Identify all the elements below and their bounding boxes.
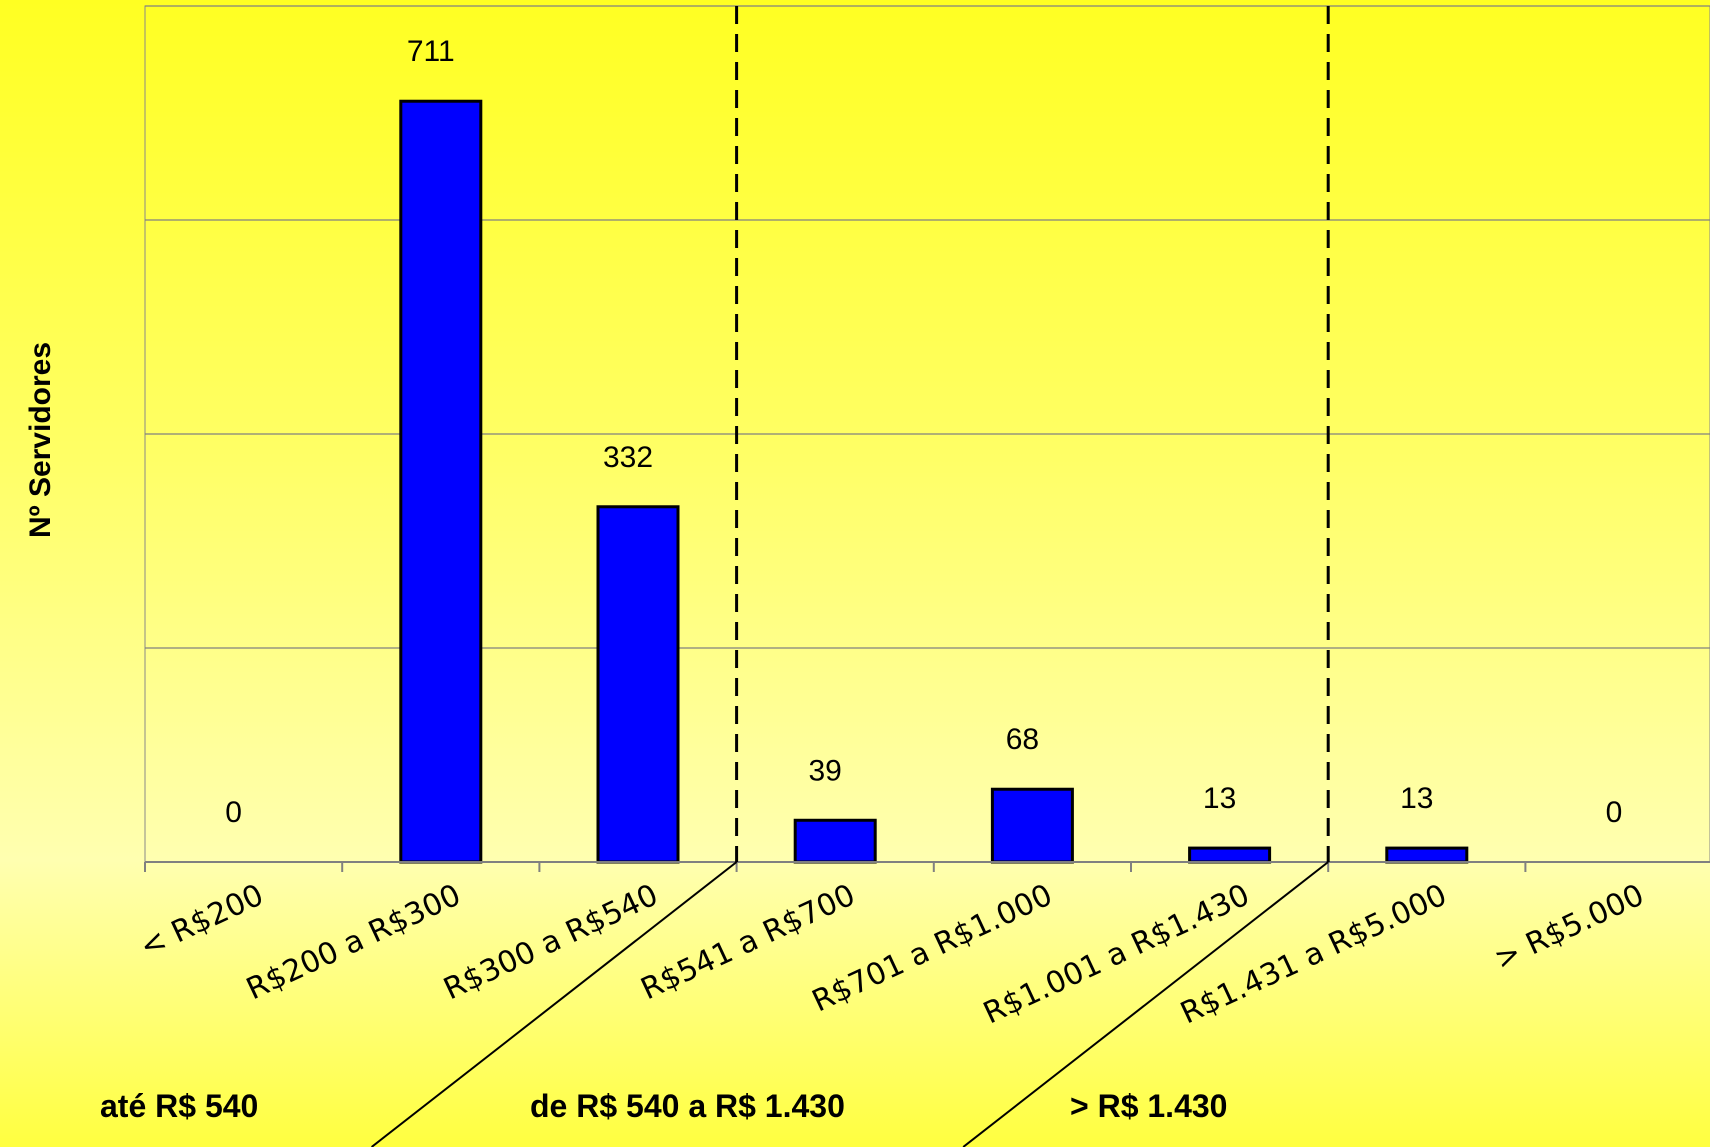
data-label: 13 bbox=[1400, 782, 1433, 815]
data-label: 68 bbox=[1006, 723, 1039, 756]
bar bbox=[399, 99, 483, 864]
group-divider-diagonal bbox=[962, 861, 1329, 1147]
y-axis-label: Nº Servidores bbox=[24, 342, 57, 538]
data-labels: 0 711 332 39 68 13 13 0 bbox=[225, 35, 1622, 829]
bar bbox=[990, 787, 1074, 864]
group-divider-diagonal bbox=[370, 861, 738, 1147]
bars bbox=[399, 99, 1469, 864]
group-label: até R$ 540 bbox=[100, 1088, 258, 1124]
group-label: de R$ 540 a R$ 1.430 bbox=[530, 1088, 845, 1124]
group-labels: até R$ 540 de R$ 540 a R$ 1.430 > R$ 1.430 bbox=[100, 1088, 1227, 1124]
bar bbox=[1188, 846, 1272, 864]
x-tick-label: < R$200 bbox=[135, 878, 269, 965]
group-separators bbox=[370, 6, 1330, 1147]
data-label: 0 bbox=[225, 796, 242, 829]
data-label: 0 bbox=[1606, 796, 1623, 829]
group-label: > R$ 1.430 bbox=[1070, 1088, 1227, 1124]
x-tick-label: > R$5.000 bbox=[1489, 878, 1649, 978]
x-tick-label: R$300 a R$540 bbox=[438, 878, 663, 1008]
data-label: 13 bbox=[1203, 782, 1236, 815]
x-tick-label: R$200 a R$300 bbox=[241, 878, 466, 1008]
bar bbox=[793, 818, 877, 864]
data-label: 711 bbox=[407, 35, 455, 68]
x-axis bbox=[144, 861, 1710, 872]
bar bbox=[1385, 846, 1469, 864]
gridlines bbox=[145, 5, 1710, 649]
data-label: 332 bbox=[603, 441, 653, 474]
data-label: 39 bbox=[809, 754, 842, 787]
bar bbox=[596, 505, 680, 864]
